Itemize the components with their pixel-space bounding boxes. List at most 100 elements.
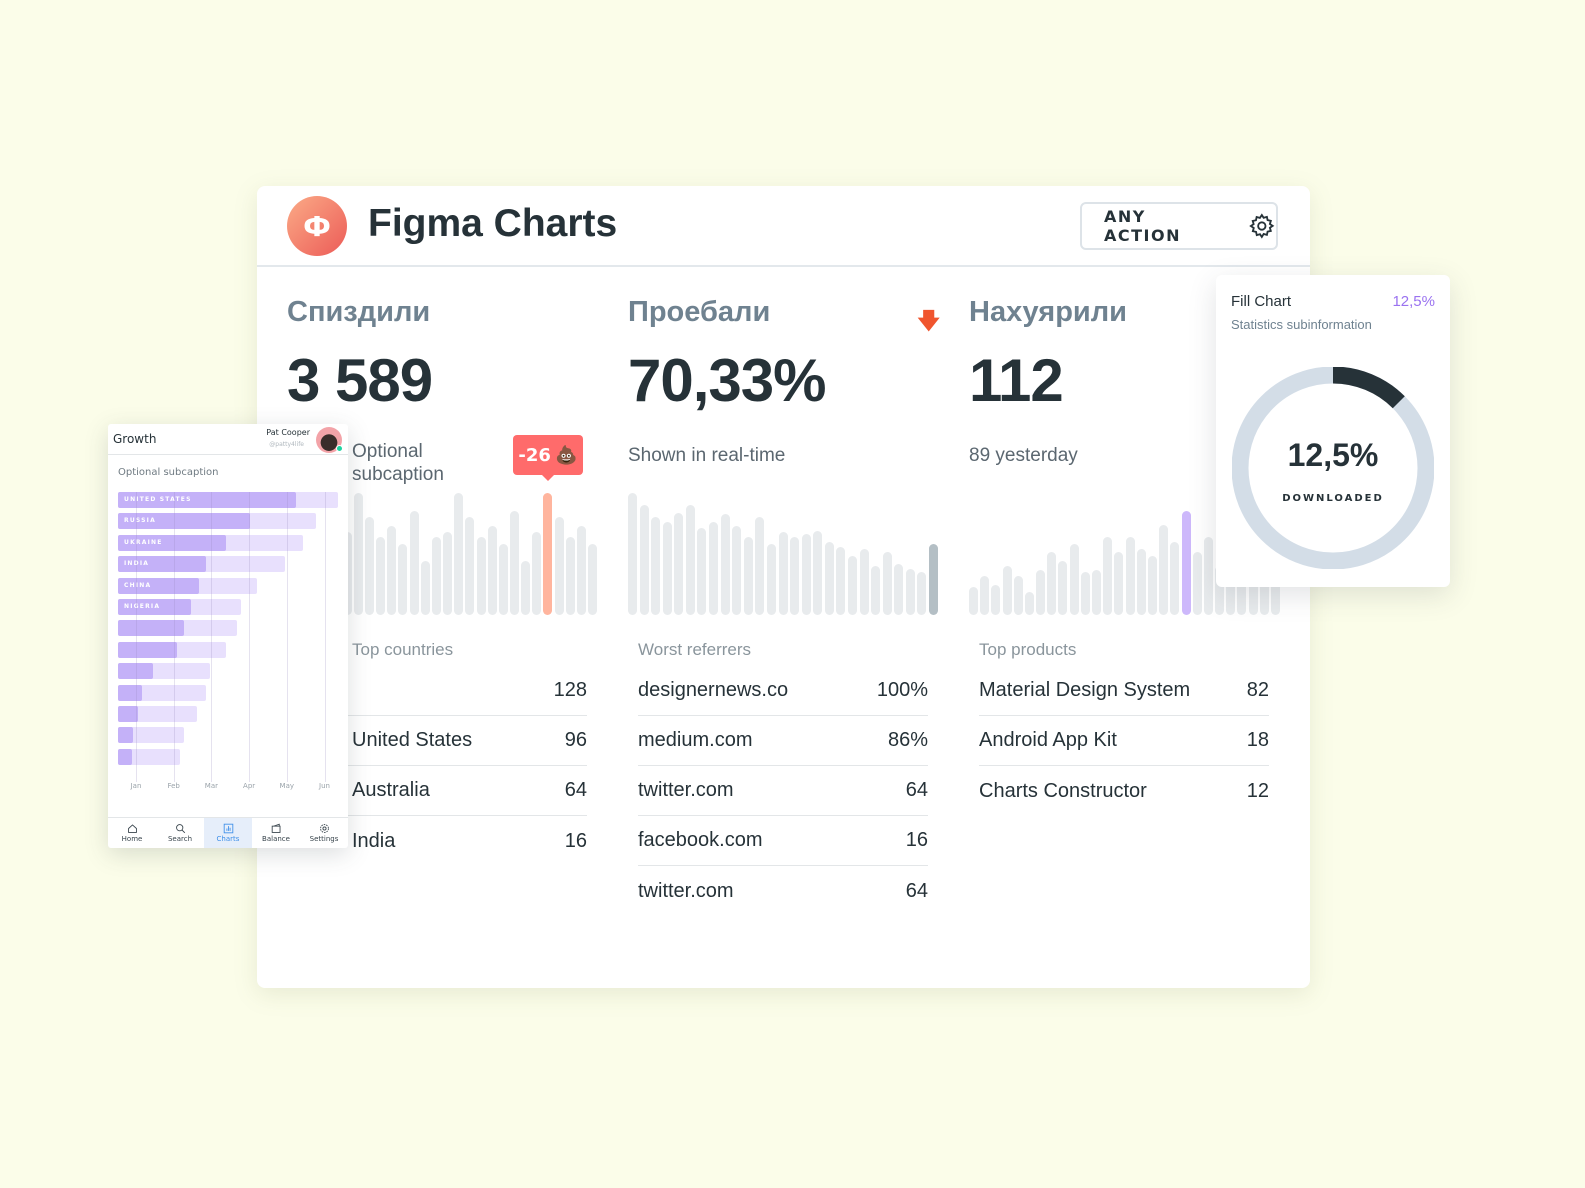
bar-row[interactable] — [118, 727, 338, 744]
bar[interactable] — [509, 511, 519, 615]
bar[interactable] — [980, 575, 990, 615]
bar[interactable] — [1024, 591, 1034, 615]
bar[interactable] — [824, 541, 834, 615]
bar[interactable] — [532, 532, 542, 615]
bar[interactable] — [1058, 561, 1068, 615]
bar[interactable] — [685, 505, 695, 615]
bar[interactable] — [1036, 569, 1046, 615]
bar[interactable] — [565, 536, 575, 615]
bar[interactable] — [882, 551, 892, 615]
bar-row[interactable]: NIGERIA — [118, 599, 338, 615]
bar-row[interactable] — [118, 684, 338, 701]
tab-home[interactable]: Home — [108, 818, 156, 848]
bar[interactable] — [454, 493, 464, 615]
bar[interactable] — [465, 517, 475, 615]
bar[interactable] — [991, 584, 1001, 615]
bar[interactable] — [628, 493, 637, 615]
bar-row[interactable] — [118, 663, 338, 680]
tab-charts[interactable]: Charts — [204, 818, 252, 848]
bar[interactable] — [387, 525, 397, 615]
list-item[interactable]: 128 — [297, 666, 587, 716]
bar-row[interactable] — [118, 706, 338, 722]
bar[interactable] — [1002, 566, 1012, 615]
bar[interactable] — [1047, 551, 1057, 615]
bar[interactable] — [498, 544, 508, 615]
bar-row[interactable]: UKRAINE — [118, 534, 338, 551]
bar[interactable] — [871, 566, 881, 615]
bar[interactable] — [778, 532, 788, 615]
list-item[interactable]: Material Design System 82 — [979, 666, 1269, 716]
list-item[interactable]: India 16 — [297, 816, 587, 866]
bar[interactable] — [1013, 575, 1023, 615]
list-item[interactable]: twitter.com 64 — [638, 766, 928, 816]
bar[interactable] — [755, 517, 765, 615]
bar[interactable] — [1114, 551, 1124, 615]
list-item[interactable]: twitter.com 64 — [638, 866, 928, 916]
bar[interactable] — [554, 517, 564, 615]
bar[interactable] — [847, 556, 857, 615]
bar[interactable] — [1069, 544, 1079, 615]
list-item[interactable]: medium.com 86% — [638, 716, 928, 766]
bar[interactable] — [697, 528, 707, 615]
bar[interactable] — [894, 563, 904, 615]
bar[interactable] — [801, 534, 811, 615]
bar[interactable] — [859, 549, 869, 615]
bar[interactable] — [1203, 536, 1213, 615]
bar-row[interactable]: CHINA — [118, 577, 338, 594]
bar-row[interactable]: RUSSIA — [118, 513, 338, 530]
bar[interactable] — [743, 536, 753, 615]
list-item[interactable]: United States 96 — [297, 716, 587, 766]
bar[interactable] — [1092, 569, 1102, 615]
bar[interactable] — [1259, 563, 1269, 615]
bar[interactable] — [1080, 572, 1090, 615]
bar[interactable] — [398, 544, 408, 615]
bar[interactable] — [576, 525, 586, 615]
bar[interactable] — [487, 525, 497, 615]
bar[interactable] — [1103, 536, 1113, 615]
bar[interactable] — [431, 536, 441, 615]
bar[interactable] — [543, 493, 553, 615]
bar[interactable] — [732, 525, 742, 615]
bar-row[interactable] — [118, 641, 338, 658]
bar[interactable] — [674, 512, 684, 615]
any-action-button[interactable]: ANY ACTION — [1080, 202, 1278, 250]
bar-row[interactable]: UNITED STATES — [118, 492, 338, 508]
bar[interactable] — [1215, 566, 1225, 615]
bar[interactable] — [766, 544, 776, 615]
bar[interactable] — [588, 544, 597, 615]
bar[interactable] — [376, 536, 386, 615]
list-item[interactable]: facebook.com 16 — [638, 816, 928, 866]
tab-search[interactable]: Search — [156, 818, 204, 848]
bar[interactable] — [1248, 568, 1258, 615]
bar[interactable] — [1192, 551, 1202, 615]
bar[interactable] — [1147, 556, 1157, 615]
bar[interactable] — [1181, 511, 1191, 615]
bar[interactable] — [1159, 524, 1169, 615]
bar[interactable] — [639, 505, 649, 615]
bar[interactable] — [905, 568, 915, 615]
bar[interactable] — [790, 536, 800, 615]
tab-settings[interactable]: Settings — [300, 818, 348, 848]
list-item[interactable]: designernews.co 100% — [638, 666, 928, 716]
list-item[interactable]: Android App Kit 18 — [979, 716, 1269, 766]
bar[interactable] — [969, 586, 978, 615]
bar[interactable] — [1125, 536, 1135, 615]
list-item[interactable]: Charts Constructor 12 — [979, 766, 1269, 816]
bar[interactable] — [443, 532, 453, 615]
bar[interactable] — [353, 493, 363, 615]
bar[interactable] — [709, 522, 719, 615]
bar-row[interactable] — [118, 620, 338, 637]
bar[interactable] — [651, 517, 661, 615]
bar[interactable] — [365, 517, 375, 615]
bar[interactable] — [420, 561, 430, 615]
bar[interactable] — [476, 536, 486, 615]
bar[interactable] — [720, 513, 730, 615]
bar[interactable] — [409, 511, 419, 615]
bar[interactable] — [662, 522, 672, 615]
bar-row[interactable] — [118, 748, 338, 765]
bar[interactable] — [836, 546, 846, 615]
bar[interactable] — [1136, 549, 1146, 615]
bar[interactable] — [1226, 560, 1236, 615]
bar[interactable] — [1271, 571, 1280, 615]
bar[interactable] — [813, 530, 823, 615]
